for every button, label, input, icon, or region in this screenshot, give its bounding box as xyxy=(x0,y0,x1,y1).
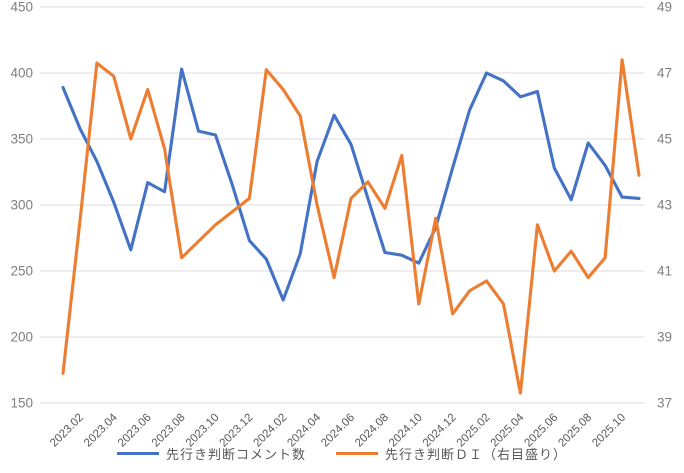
gridlines xyxy=(40,6,645,404)
y-axis-left-labels: 450 400 350 300 250 200 150 xyxy=(10,0,33,411)
legend-label-comment-count: 先行き判断コメント数 xyxy=(165,447,306,462)
y-axis-right-tick-label: 45 xyxy=(657,132,672,147)
y-axis-left-tick-label: 250 xyxy=(10,264,33,279)
y-axis-right-tick-label: 41 xyxy=(657,264,672,279)
y-axis-right-tick-label: 47 xyxy=(657,66,672,81)
y-axis-right-labels: 49 47 45 43 41 39 37 xyxy=(657,0,672,411)
legend-label-di: 先行き判断ＤＩ（右目盛り） xyxy=(385,447,568,462)
y-axis-left-tick-label: 150 xyxy=(10,396,33,411)
y-axis-right-tick-label: 43 xyxy=(657,198,672,213)
y-axis-left-tick-label: 350 xyxy=(10,132,33,147)
series-lines xyxy=(61,58,641,395)
legend-line-swatch-orange-icon xyxy=(336,452,378,455)
y-axis-right-tick-label: 39 xyxy=(657,330,672,345)
chart-legend: 先行き判断コメント数 先行き判断ＤＩ（右目盛り） xyxy=(0,444,684,463)
series-line-di xyxy=(61,58,641,395)
y-axis-left-tick-label: 400 xyxy=(10,66,33,81)
y-axis-right-tick-label: 37 xyxy=(657,396,672,411)
y-axis-right-tick-label: 49 xyxy=(657,0,672,15)
y-axis-left-tick-label: 300 xyxy=(10,198,33,213)
series-line-comment-count xyxy=(61,67,641,302)
legend-item-di: 先行き判断ＤＩ（右目盛り） xyxy=(336,444,567,463)
y-axis-left-tick-label: 200 xyxy=(10,330,33,345)
legend-item-comment-count: 先行き判断コメント数 xyxy=(116,444,306,463)
y-axis-left-tick-label: 450 xyxy=(10,0,33,15)
legend-line-swatch-blue-icon xyxy=(116,452,159,455)
